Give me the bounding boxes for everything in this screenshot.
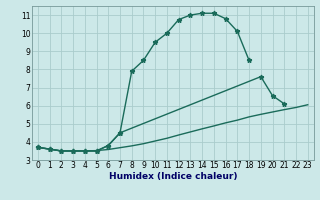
X-axis label: Humidex (Indice chaleur): Humidex (Indice chaleur) <box>108 172 237 181</box>
